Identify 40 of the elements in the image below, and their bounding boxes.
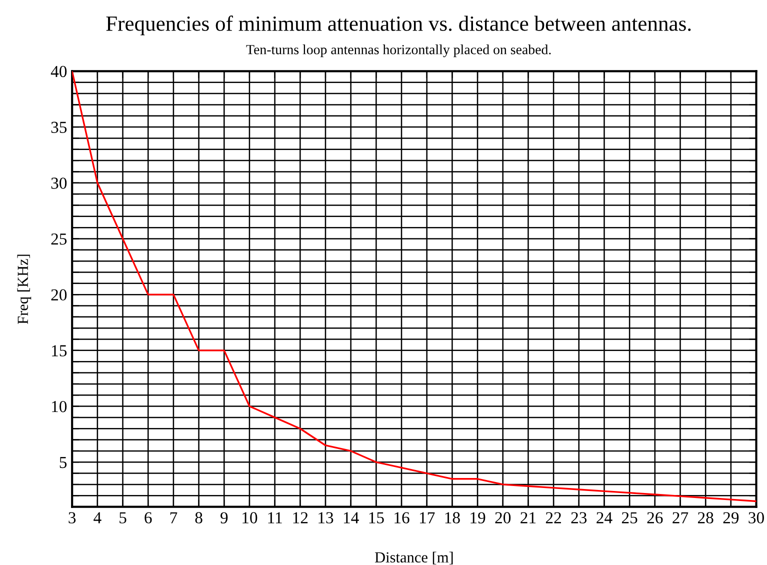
x-tick-label: 23	[571, 512, 587, 524]
x-tick-label: 20	[495, 512, 511, 524]
x-tick-label: 24	[596, 512, 612, 524]
x-tick-label: 6	[144, 512, 152, 524]
x-tick-label: 8	[195, 512, 202, 524]
x-tick-label: 26	[647, 512, 663, 524]
y-tick-label: 25	[51, 233, 67, 245]
chart-subtitle: Ten-turns loop antennas horizontally placed on seabed.	[246, 44, 551, 58]
x-tick-label: 17	[420, 512, 435, 524]
x-tick-label: 12	[293, 512, 308, 524]
y-tick-label: 10	[52, 400, 67, 412]
x-tick-label: 18	[445, 512, 460, 524]
x-tick-label: 5	[120, 512, 126, 524]
x-tick-label: 27	[672, 512, 688, 524]
x-tick-label: 14	[344, 512, 359, 524]
x-tick-label: 3	[68, 512, 76, 524]
x-tick-label: 15	[369, 512, 384, 524]
y-tick-label: 40	[50, 66, 67, 78]
x-tick-label: 7	[170, 512, 178, 524]
y-tick-label: 15	[52, 345, 67, 356]
x-tick-label: 4	[94, 512, 102, 524]
x-tick-label: 25	[622, 512, 638, 524]
x-axis-title: Distance [m]	[374, 552, 453, 564]
chart-title: Frequencies of minimum attenuation vs. distance between antennas.	[106, 16, 691, 36]
x-tick-label: 16	[394, 512, 410, 524]
y-axis-title: Freq [KHz]	[17, 254, 32, 324]
y-tick-label: 35	[51, 122, 67, 133]
x-tick-label: 13	[318, 512, 334, 524]
y-tick-label: 20	[51, 289, 67, 301]
x-tick-label: 19	[470, 512, 486, 524]
x-tick-label: 29	[723, 512, 739, 524]
x-tick-label: 21	[520, 512, 536, 524]
x-tick-label: 9	[220, 512, 228, 524]
y-tick-label: 5	[60, 456, 67, 468]
x-tick-label: 10	[242, 512, 258, 524]
x-tick-label: 28	[698, 512, 714, 524]
x-tick-label: 11	[268, 512, 282, 524]
y-tick-label: 30	[51, 178, 67, 189]
x-tick-label: 30	[748, 512, 764, 524]
x-tick-label: 22	[546, 512, 561, 524]
